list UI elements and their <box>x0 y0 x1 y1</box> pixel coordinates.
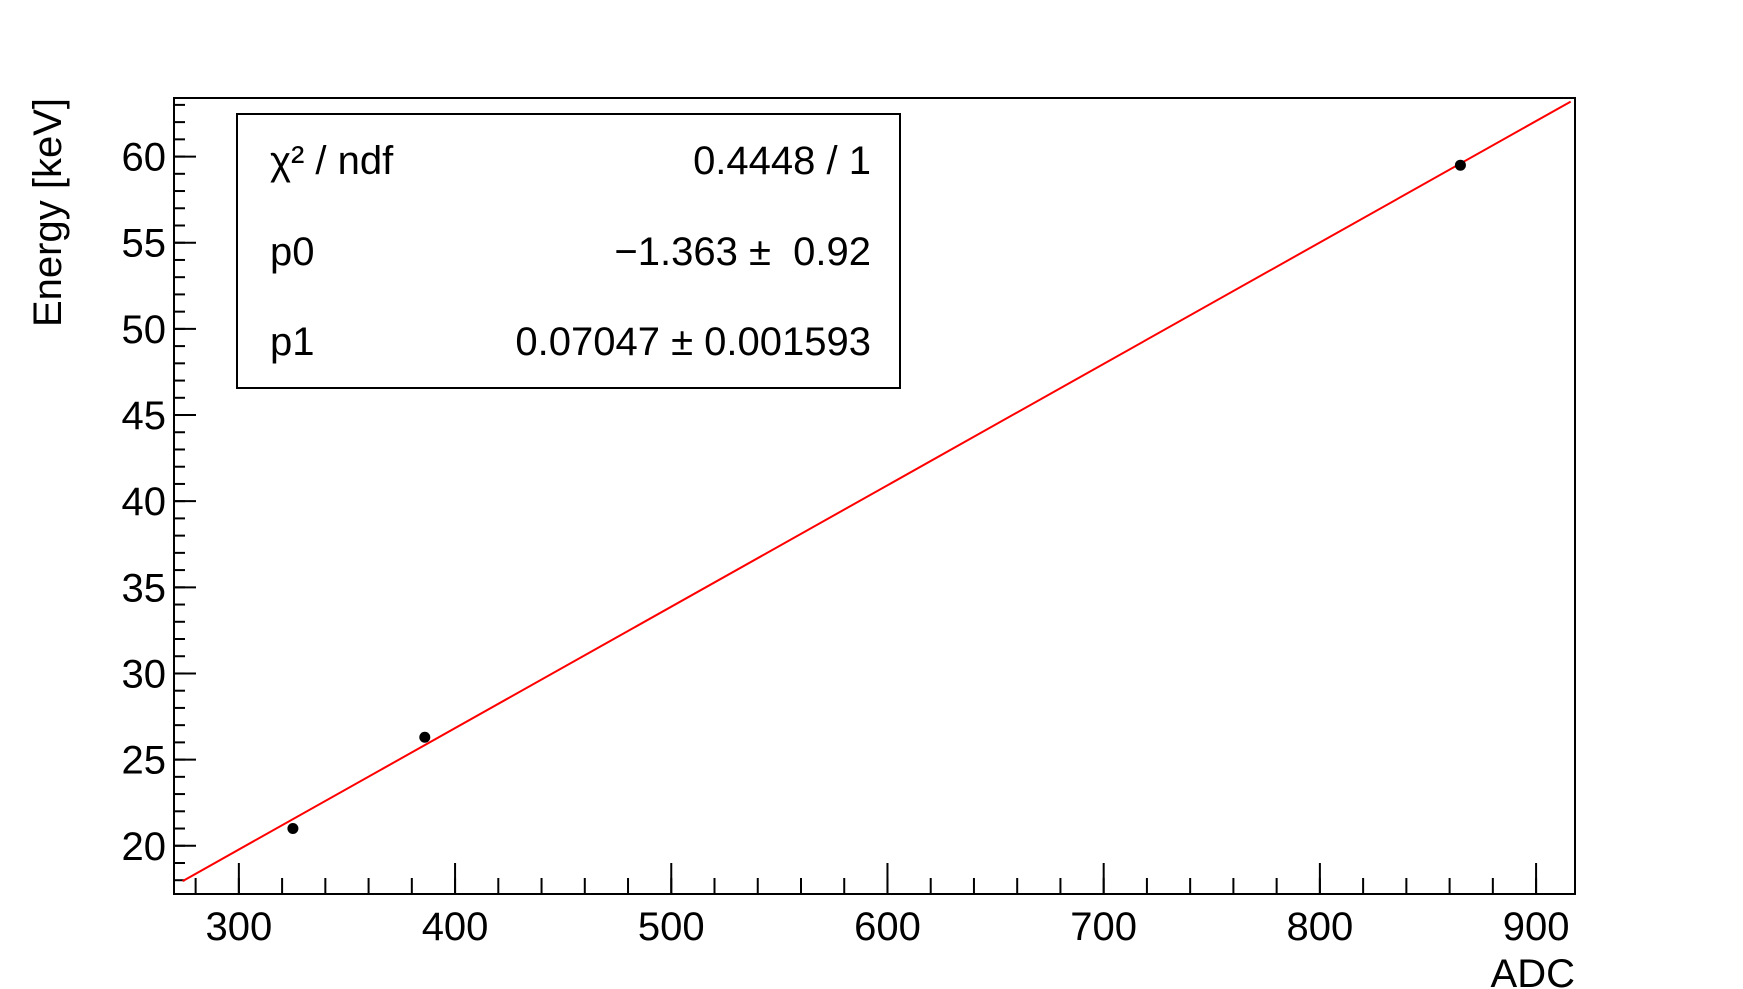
y-axis-label: Energy [keV] <box>26 98 70 327</box>
y-tick-label: 25 <box>122 739 167 783</box>
data-point <box>419 731 431 743</box>
data-point <box>1454 159 1466 171</box>
fit-line <box>182 100 1572 882</box>
y-tick-label: 60 <box>122 136 167 180</box>
x-tick-label: 500 <box>638 905 705 949</box>
x-axis-label: ADC <box>1491 952 1575 989</box>
x-tick-label: 900 <box>1503 905 1570 949</box>
y-tick-label: 50 <box>122 308 167 352</box>
stats-label: p0 <box>270 230 315 274</box>
stats-value: −1.363 ± 0.92 <box>614 230 871 274</box>
y-tick-label: 20 <box>122 825 167 869</box>
stats-label: χ² / ndf <box>270 139 394 183</box>
x-tick-label: 600 <box>854 905 921 949</box>
stats-label: p1 <box>270 320 315 364</box>
y-tick-label: 45 <box>122 394 167 438</box>
y-tick-label: 40 <box>122 480 167 524</box>
x-tick-label: 700 <box>1070 905 1137 949</box>
plot-frame <box>173 97 1576 895</box>
y-tick-label: 55 <box>122 222 167 266</box>
stats-value: 0.07047 ± 0.001593 <box>515 320 871 364</box>
x-tick-label: 800 <box>1287 905 1354 949</box>
y-tick-label: 30 <box>122 652 167 696</box>
data-point <box>287 823 299 835</box>
stats-value: 0.4448 / 1 <box>693 139 871 183</box>
stats-box <box>236 113 901 389</box>
x-tick-label: 400 <box>422 905 489 949</box>
x-tick-label: 300 <box>205 905 272 949</box>
y-tick-label: 35 <box>122 566 167 610</box>
